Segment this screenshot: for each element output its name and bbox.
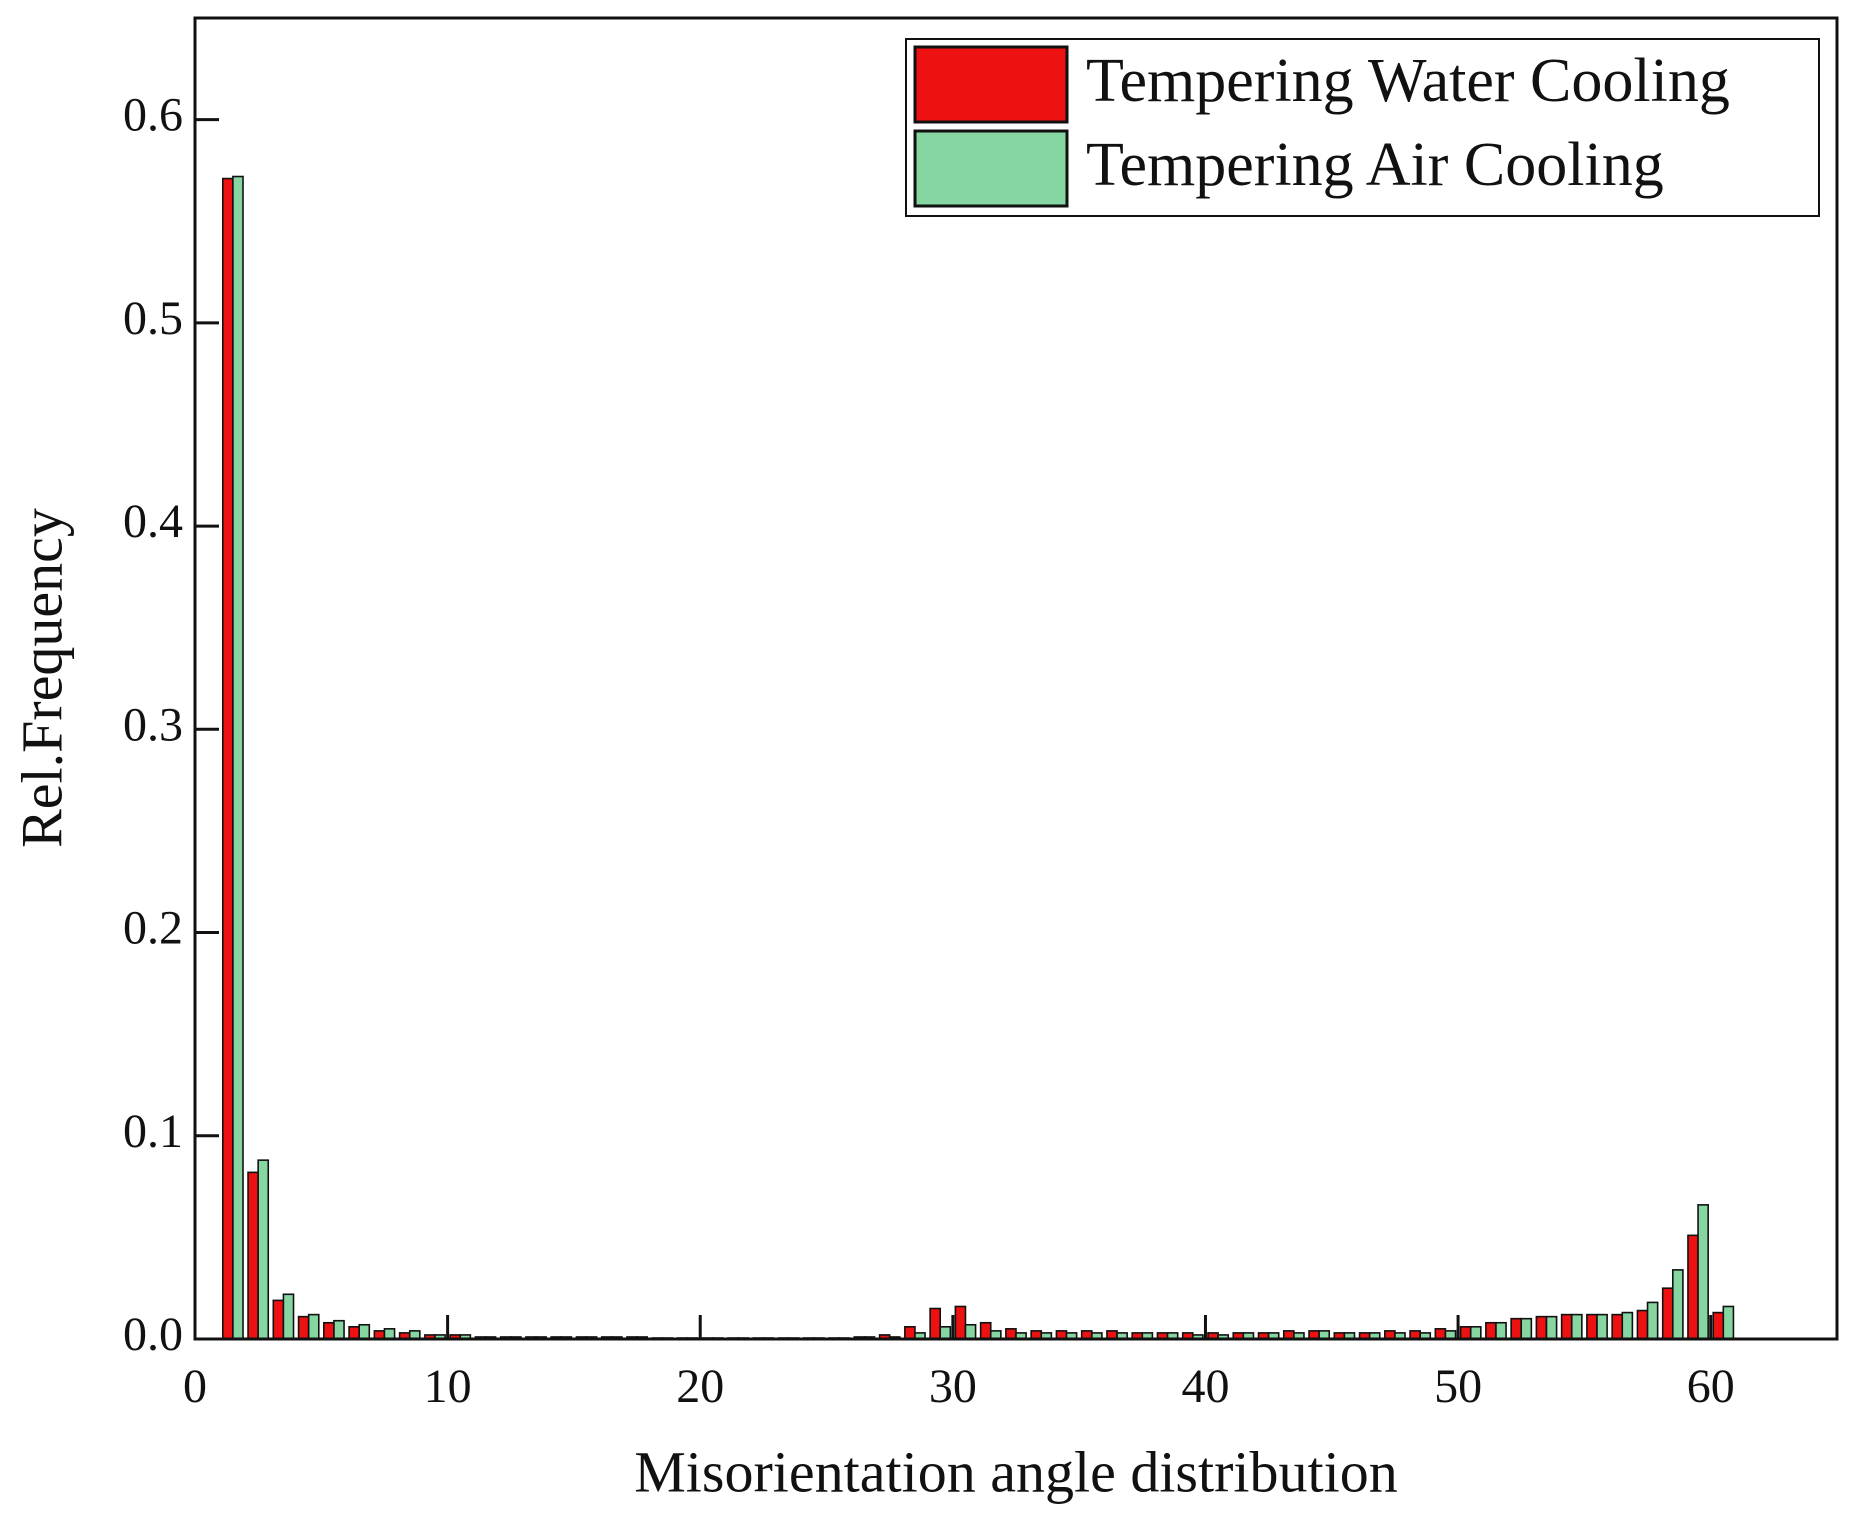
x-tick-label: 10 — [424, 1360, 472, 1413]
bar — [1596, 1313, 1608, 1340]
bar — [272, 1299, 285, 1340]
bar — [939, 1326, 952, 1340]
y-tick-label: 0.4 — [123, 495, 183, 548]
bar — [1535, 1315, 1548, 1340]
bar — [307, 1313, 320, 1340]
bar — [1520, 1317, 1533, 1340]
bar — [221, 177, 234, 1340]
bar — [1672, 1269, 1684, 1340]
bar — [297, 1315, 310, 1340]
bar — [1545, 1315, 1558, 1340]
bar — [1510, 1317, 1523, 1340]
bar — [1495, 1321, 1507, 1340]
legend-label: Tempering Water Cooling — [1086, 47, 1730, 115]
bar — [282, 1293, 295, 1340]
y-tick-label: 0.3 — [123, 698, 183, 751]
bar — [979, 1321, 992, 1340]
x-tick-label: 30 — [929, 1360, 977, 1413]
bar — [232, 175, 244, 1340]
y-tick-label: 0.5 — [123, 292, 183, 345]
bar — [1687, 1234, 1699, 1340]
bar — [1005, 1328, 1017, 1340]
bar — [1586, 1313, 1598, 1340]
plot-frame — [193, 16, 1839, 1341]
x-tick-label: 60 — [1687, 1360, 1735, 1413]
bar — [954, 1305, 967, 1340]
bar — [1485, 1321, 1497, 1340]
bar — [1712, 1311, 1725, 1340]
bar — [1434, 1328, 1447, 1340]
legend-swatch — [913, 45, 1069, 124]
y-tick-label: 0.1 — [123, 1105, 183, 1158]
legend-swatch — [913, 129, 1069, 208]
bar — [1697, 1204, 1709, 1340]
bar — [1722, 1305, 1735, 1340]
bar — [247, 1171, 259, 1340]
legend-label: Tempering Air Cooling — [1086, 131, 1664, 199]
y-tick-label: 0.6 — [123, 89, 183, 142]
bar — [1560, 1313, 1573, 1340]
bar — [358, 1323, 371, 1340]
bar — [1646, 1301, 1659, 1340]
x-axis-label: Misorientation angle distribution — [634, 1439, 1398, 1504]
bar — [929, 1307, 942, 1340]
x-tick-label: 40 — [1181, 1360, 1229, 1413]
x-tick-label: 0 — [183, 1360, 207, 1413]
bar — [323, 1321, 335, 1340]
bar — [1661, 1287, 1674, 1340]
bar — [1611, 1313, 1624, 1340]
x-tick-label: 50 — [1434, 1360, 1482, 1413]
bar — [383, 1328, 396, 1340]
bar — [333, 1319, 345, 1340]
bar — [904, 1326, 916, 1340]
bar — [1570, 1313, 1583, 1340]
y-tick-label: 0.0 — [123, 1308, 183, 1361]
x-tick-label: 20 — [676, 1360, 724, 1413]
bar — [1621, 1311, 1634, 1340]
bar — [257, 1159, 270, 1340]
y-tick-label: 0.2 — [123, 902, 183, 955]
bar — [1469, 1326, 1482, 1340]
y-axis-label: Rel.Frequency — [9, 508, 74, 848]
bar — [1636, 1309, 1649, 1340]
bar — [348, 1326, 361, 1340]
bar — [1459, 1326, 1472, 1340]
bar — [964, 1323, 977, 1340]
